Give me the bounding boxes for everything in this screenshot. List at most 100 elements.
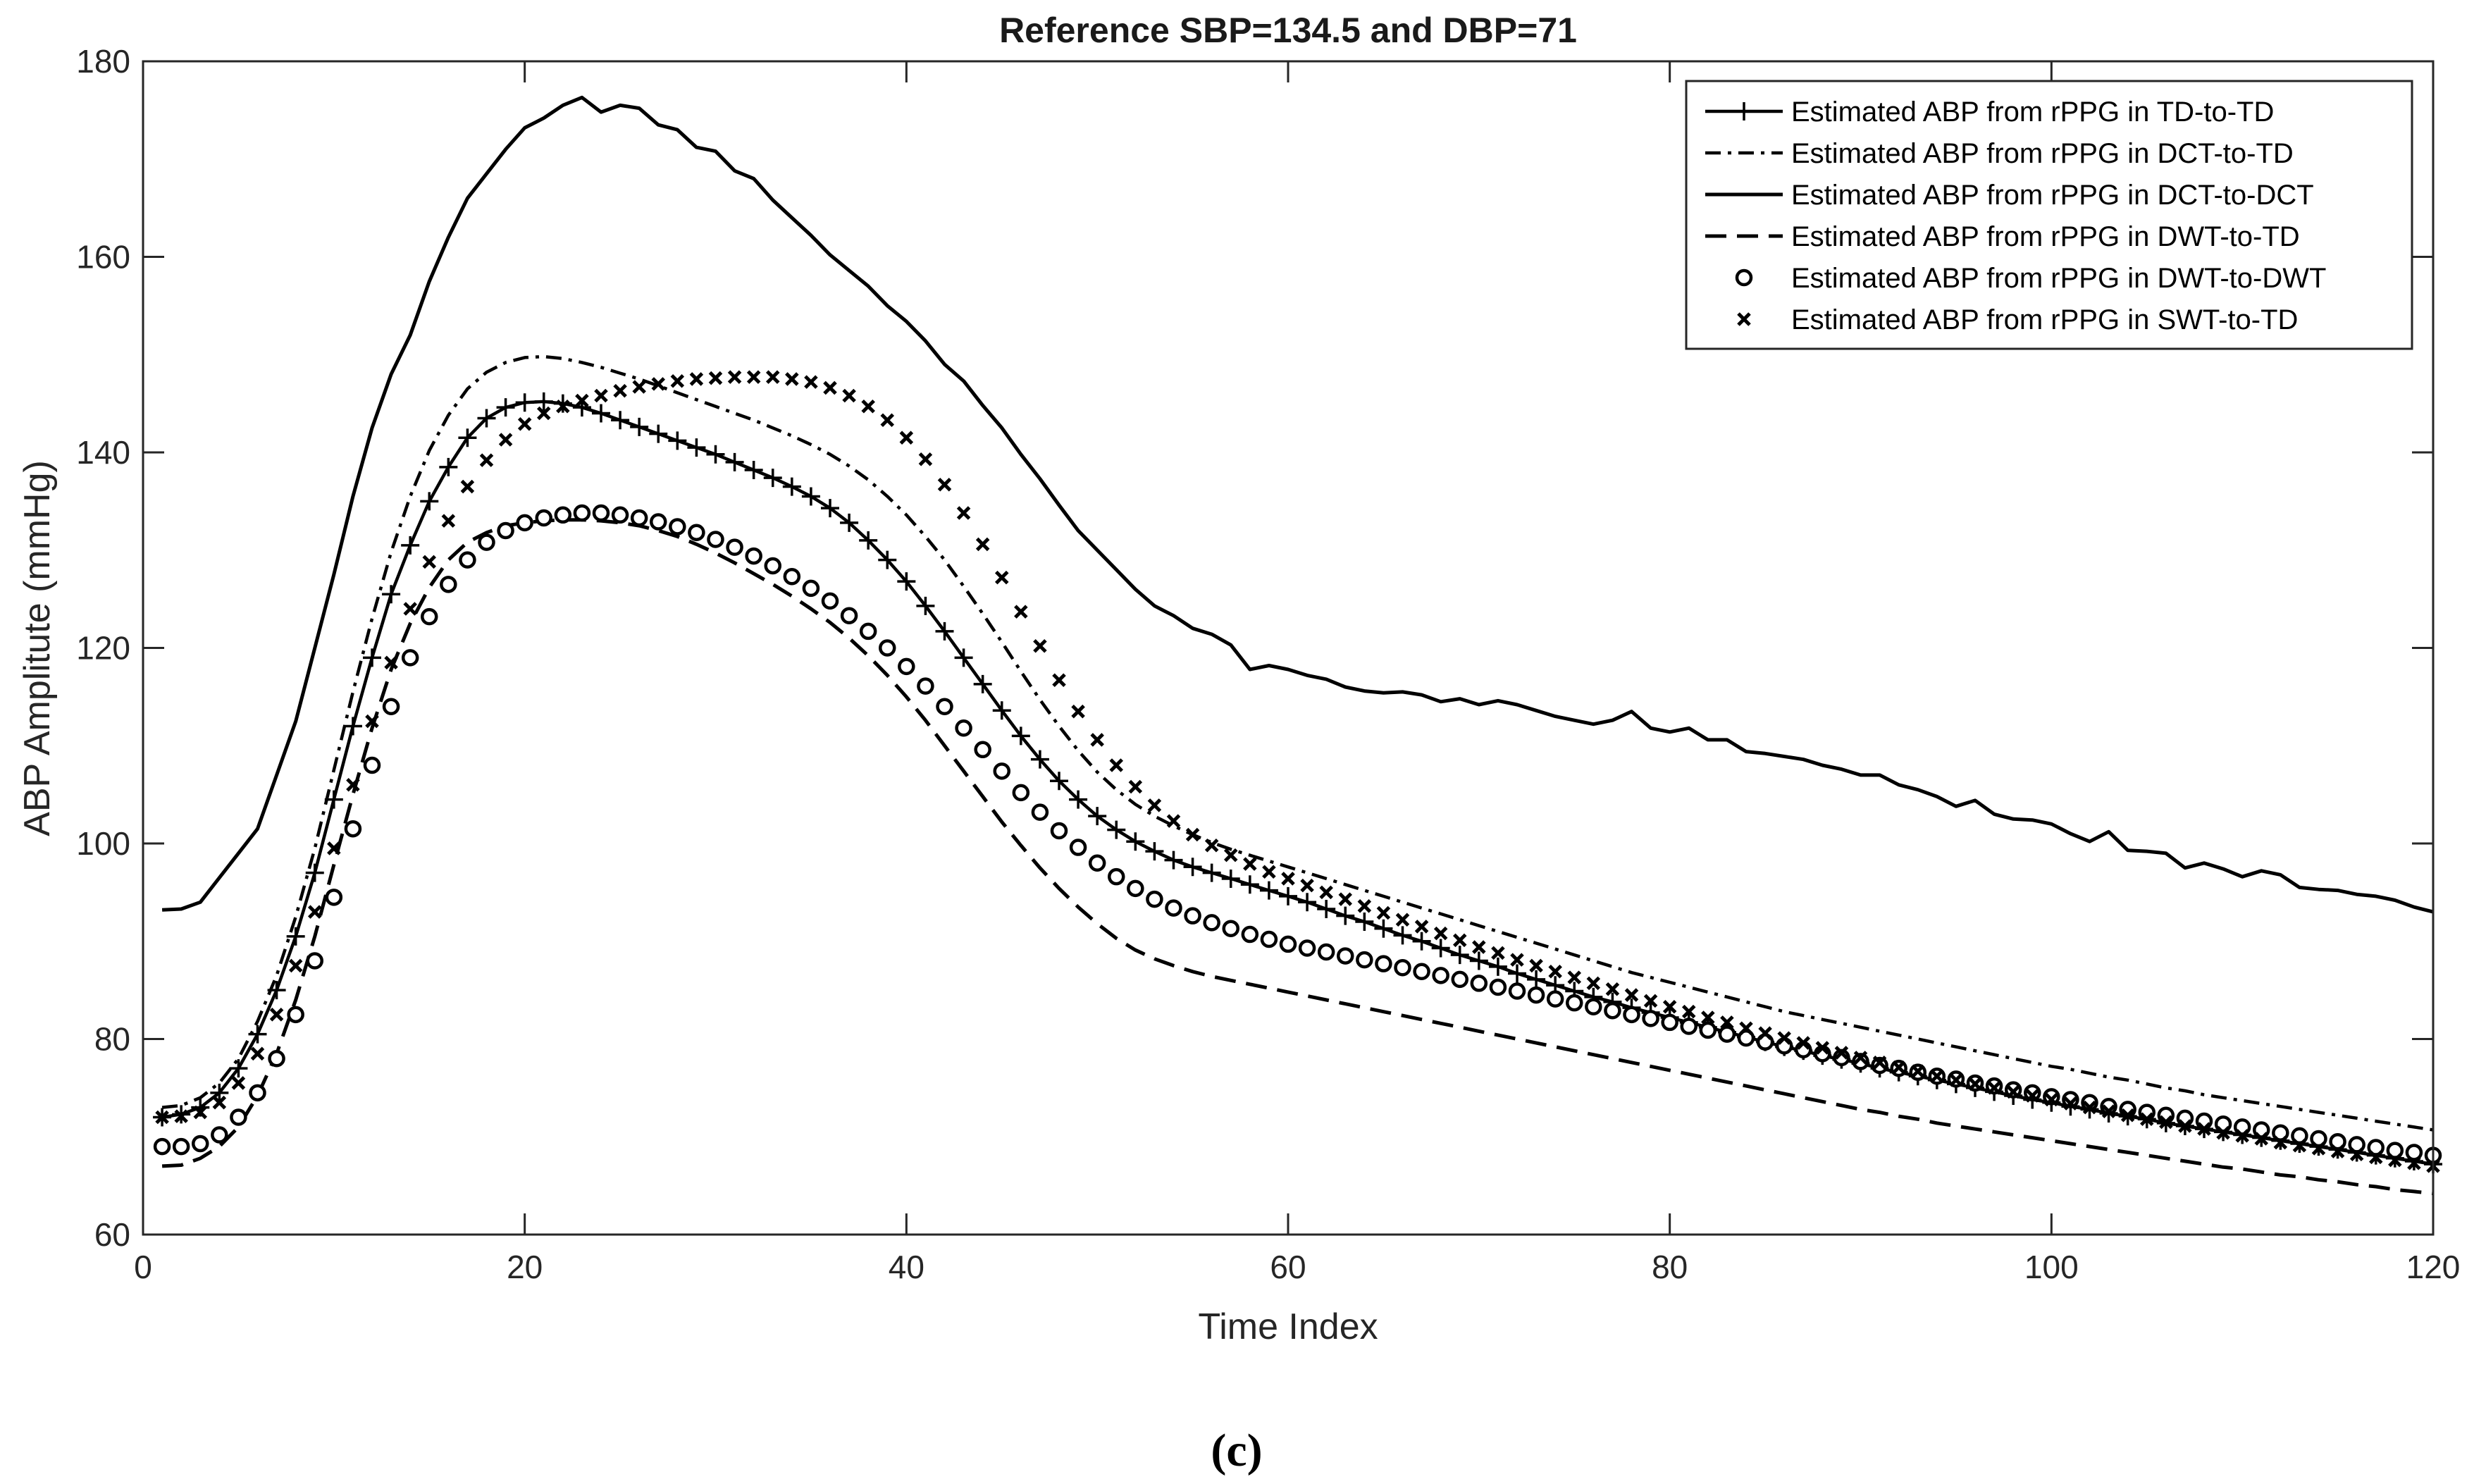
plus-marker — [668, 431, 687, 450]
circle-marker — [1317, 943, 1335, 961]
x-axis-label: Time Index — [1198, 1306, 1378, 1347]
circle-marker — [1222, 920, 1239, 937]
circle-marker — [2062, 1091, 2079, 1108]
circle-marker — [783, 567, 801, 586]
circle-marker — [764, 557, 781, 575]
plus-marker — [1202, 863, 1221, 882]
circle-marker — [1604, 1002, 1621, 1020]
legend: Estimated ABP from rPPG in TD-to-TD Estim… — [1685, 80, 2413, 350]
circle-marker — [1527, 986, 1545, 1004]
circle-marker — [1394, 958, 1411, 977]
x-marker — [1147, 798, 1162, 812]
x-tick-label: 40 — [889, 1249, 924, 1285]
x-marker — [861, 400, 875, 414]
circle-marker — [1127, 879, 1144, 898]
x-marker — [1090, 733, 1104, 747]
plus-marker — [1488, 957, 1507, 976]
plus-marker — [458, 428, 477, 447]
x-marker — [1720, 1015, 1734, 1029]
plus-marker — [592, 404, 610, 423]
y-tick-label: 180 — [76, 43, 130, 80]
plus-marker — [630, 417, 649, 436]
plus-marker — [782, 477, 801, 496]
plus-marker — [821, 499, 839, 518]
x-marker — [1281, 872, 1295, 886]
circle-marker — [802, 579, 820, 598]
x-marker — [1739, 1021, 1753, 1036]
circle-marker — [879, 639, 896, 657]
x-marker — [1433, 926, 1448, 941]
series-dash-dot — [161, 354, 2434, 1132]
circle-marker — [1470, 975, 1488, 992]
y-tick-label: 60 — [94, 1216, 130, 1253]
x-marker — [384, 655, 398, 670]
legend-label: Estimated ABP from rPPG in DWT-to-TD — [1791, 221, 2300, 252]
x-marker — [804, 375, 818, 389]
plus-marker — [1069, 790, 1088, 809]
circle-marker — [707, 531, 724, 548]
x-marker — [1987, 1081, 2001, 1095]
x-marker — [498, 433, 513, 447]
x-tick-label: 120 — [2406, 1249, 2461, 1285]
y-tick-label: 140 — [76, 434, 130, 471]
circle-marker — [840, 607, 858, 624]
x-marker — [460, 479, 475, 494]
plus-marker — [286, 927, 305, 946]
circle-marker — [192, 1134, 209, 1153]
plus-marker — [1317, 899, 1336, 918]
x-marker — [975, 537, 990, 552]
y-tick-label: 80 — [94, 1021, 130, 1058]
circle-marker — [268, 1050, 285, 1068]
circle-marker — [478, 533, 495, 551]
plus-marker — [744, 460, 763, 479]
x-marker — [2311, 1142, 2326, 1156]
circle-marker — [249, 1084, 266, 1102]
x-marker — [1071, 704, 1085, 719]
circle-marker — [1852, 1053, 1869, 1070]
x-marker — [2349, 1147, 2364, 1161]
plot-area-frame — [142, 60, 2435, 1236]
circle-marker — [2367, 1139, 2385, 1156]
circle-marker — [344, 820, 362, 838]
x-tick-label: 20 — [507, 1249, 543, 1285]
series-circle-markers — [153, 504, 2442, 1164]
plus-marker — [1527, 970, 1546, 989]
plus-marker — [420, 492, 439, 511]
legend-label: Estimated ABP from rPPG in DCT-to-TD — [1791, 138, 2294, 169]
x-marker — [1605, 982, 1620, 996]
x-marker — [1223, 848, 1238, 862]
plus-marker — [1164, 851, 1183, 870]
circle-marker — [1566, 994, 1583, 1012]
x-marker — [1853, 1051, 1868, 1065]
x-marker — [1624, 988, 1639, 1002]
circle-marker — [917, 677, 934, 695]
x-marker — [2082, 1100, 2097, 1115]
x-marker — [1033, 638, 1047, 653]
x-marker — [1319, 885, 1333, 900]
plus-marker — [229, 1059, 248, 1078]
x-marker — [1891, 1060, 1906, 1075]
x-marker — [327, 841, 341, 855]
x-marker — [823, 381, 837, 395]
legend-x-marker — [1737, 312, 1751, 326]
x-marker — [307, 905, 322, 919]
x-marker — [1815, 1041, 1830, 1055]
circle-marker — [421, 607, 438, 626]
circle-marker — [630, 509, 648, 527]
plus-marker — [1145, 842, 1164, 861]
circle-marker — [1298, 939, 1316, 957]
x-marker — [288, 958, 303, 973]
plus-marker — [1030, 750, 1049, 769]
x-marker — [441, 514, 456, 528]
x-marker — [1567, 970, 1582, 984]
circle-marker — [2272, 1124, 2289, 1142]
x-marker — [403, 602, 417, 616]
circle-marker — [1108, 867, 1125, 886]
figure-caption: (c) — [1211, 1425, 1262, 1476]
plus-marker — [210, 1083, 229, 1102]
plus-marker — [1279, 886, 1297, 905]
circle-marker — [1699, 1021, 1717, 1039]
x-marker — [2235, 1129, 2249, 1143]
legend-label: Estimated ABP from rPPG in SWT-to-TD — [1791, 304, 2298, 335]
x-marker — [899, 431, 914, 445]
